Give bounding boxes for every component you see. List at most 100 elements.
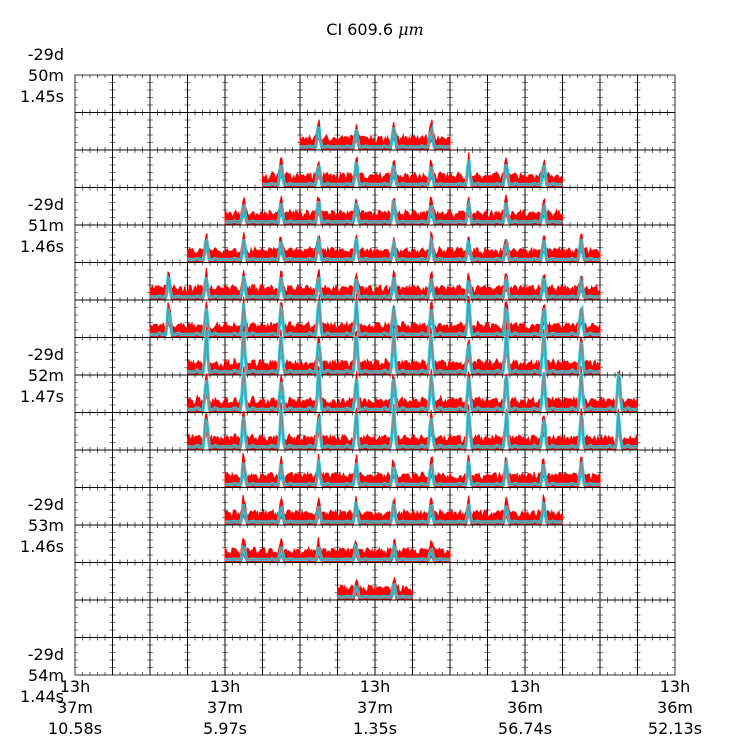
grid-cell <box>112 449 151 488</box>
grid-cell <box>299 562 338 601</box>
grid-cell <box>412 599 451 638</box>
observed-spectrum <box>299 119 451 150</box>
grid-tick <box>600 300 638 338</box>
grid-tick <box>75 112 113 150</box>
grid-cell <box>112 224 151 263</box>
grid-tick <box>600 187 638 225</box>
x-tick-label: 13h 37m 1.35s <box>353 677 397 738</box>
grid-cell <box>487 524 526 563</box>
grid-tick <box>75 562 113 600</box>
chart-title: CI 609.6 μm <box>0 20 750 39</box>
grid-cell <box>74 262 113 301</box>
grid-cell <box>449 599 488 638</box>
grid-tick <box>112 375 150 413</box>
grid-tick <box>112 600 150 638</box>
model-spectrum <box>262 159 563 186</box>
grid-cell <box>74 487 113 526</box>
grid-tick <box>187 600 225 638</box>
grid-cell <box>637 374 676 413</box>
grid-cell <box>524 637 563 676</box>
grid-tick <box>637 337 675 375</box>
grid-tick <box>600 562 638 600</box>
grid-tick <box>75 337 113 375</box>
grid-cell <box>187 187 226 226</box>
grid-cell <box>562 524 601 563</box>
grid-cell <box>74 599 113 638</box>
grid-tick <box>450 562 488 600</box>
grid-cell <box>562 487 601 526</box>
grid-tick <box>600 112 638 150</box>
grid-tick <box>562 525 600 563</box>
grid-tick <box>487 112 525 150</box>
grid-tick <box>562 562 600 600</box>
grid-tick <box>637 450 675 488</box>
grid-tick <box>562 487 600 525</box>
grid-cell <box>449 562 488 601</box>
grid-tick <box>150 600 188 638</box>
grid-cell <box>299 599 338 638</box>
grid-cell <box>224 637 263 676</box>
grid-tick <box>75 375 113 413</box>
grid-tick <box>375 600 413 638</box>
grid-cell <box>224 112 263 151</box>
grid-cell <box>262 599 301 638</box>
grid-cell <box>599 149 638 188</box>
model-spectrum <box>224 459 600 486</box>
grid-tick <box>450 637 488 675</box>
grid-tick <box>150 337 188 375</box>
grid-tick <box>600 150 638 188</box>
grid-cell <box>524 562 563 601</box>
grid-tick <box>562 112 600 150</box>
grid-tick <box>525 562 563 600</box>
grid-tick <box>112 562 150 600</box>
grid-tick <box>75 637 113 675</box>
grid-cell <box>187 599 226 638</box>
grid-tick <box>412 637 450 675</box>
grid-cell <box>149 149 188 188</box>
model-spectrum <box>224 200 563 223</box>
grid-cell <box>112 112 151 151</box>
model-spectrum <box>337 583 413 598</box>
grid-tick <box>112 262 150 300</box>
grid-tick <box>75 412 113 450</box>
grid-tick <box>75 262 113 300</box>
grid-tick <box>112 337 150 375</box>
x-tick-label: 13h 36m 52.13s <box>647 677 703 738</box>
grid-tick <box>150 75 188 113</box>
grid-tick <box>562 75 600 113</box>
grid-cell <box>487 637 526 676</box>
grid-tick <box>600 337 638 375</box>
grid-tick <box>487 75 525 113</box>
grid-tick <box>487 600 525 638</box>
observed-spectrum <box>187 365 638 412</box>
grid-cell <box>149 112 188 151</box>
grid-tick <box>150 487 188 525</box>
grid-tick <box>525 525 563 563</box>
grid-cell <box>112 149 151 188</box>
grid-tick <box>637 187 675 225</box>
grid-tick <box>112 150 150 188</box>
grid-cell <box>262 112 301 151</box>
grid-cell <box>599 74 638 113</box>
grid-tick <box>150 225 188 263</box>
grid-tick <box>487 562 525 600</box>
grid-cell <box>599 262 638 301</box>
grid-tick <box>187 112 225 150</box>
grid-tick <box>150 150 188 188</box>
grid-cell <box>112 524 151 563</box>
grid-tick <box>150 637 188 675</box>
grid-tick <box>412 75 450 113</box>
grid-cell <box>374 637 413 676</box>
grid-tick <box>187 525 225 563</box>
grid-tick <box>600 525 638 563</box>
grid-cell <box>449 112 488 151</box>
model-spectrum <box>149 300 600 336</box>
grid-tick <box>300 600 338 638</box>
grid-cell <box>187 562 226 601</box>
grid-cell <box>112 74 151 113</box>
grid-cell <box>149 449 188 488</box>
grid-tick <box>637 637 675 675</box>
grid-tick <box>112 412 150 450</box>
grid-tick <box>262 112 300 150</box>
grid-cell <box>224 74 263 113</box>
